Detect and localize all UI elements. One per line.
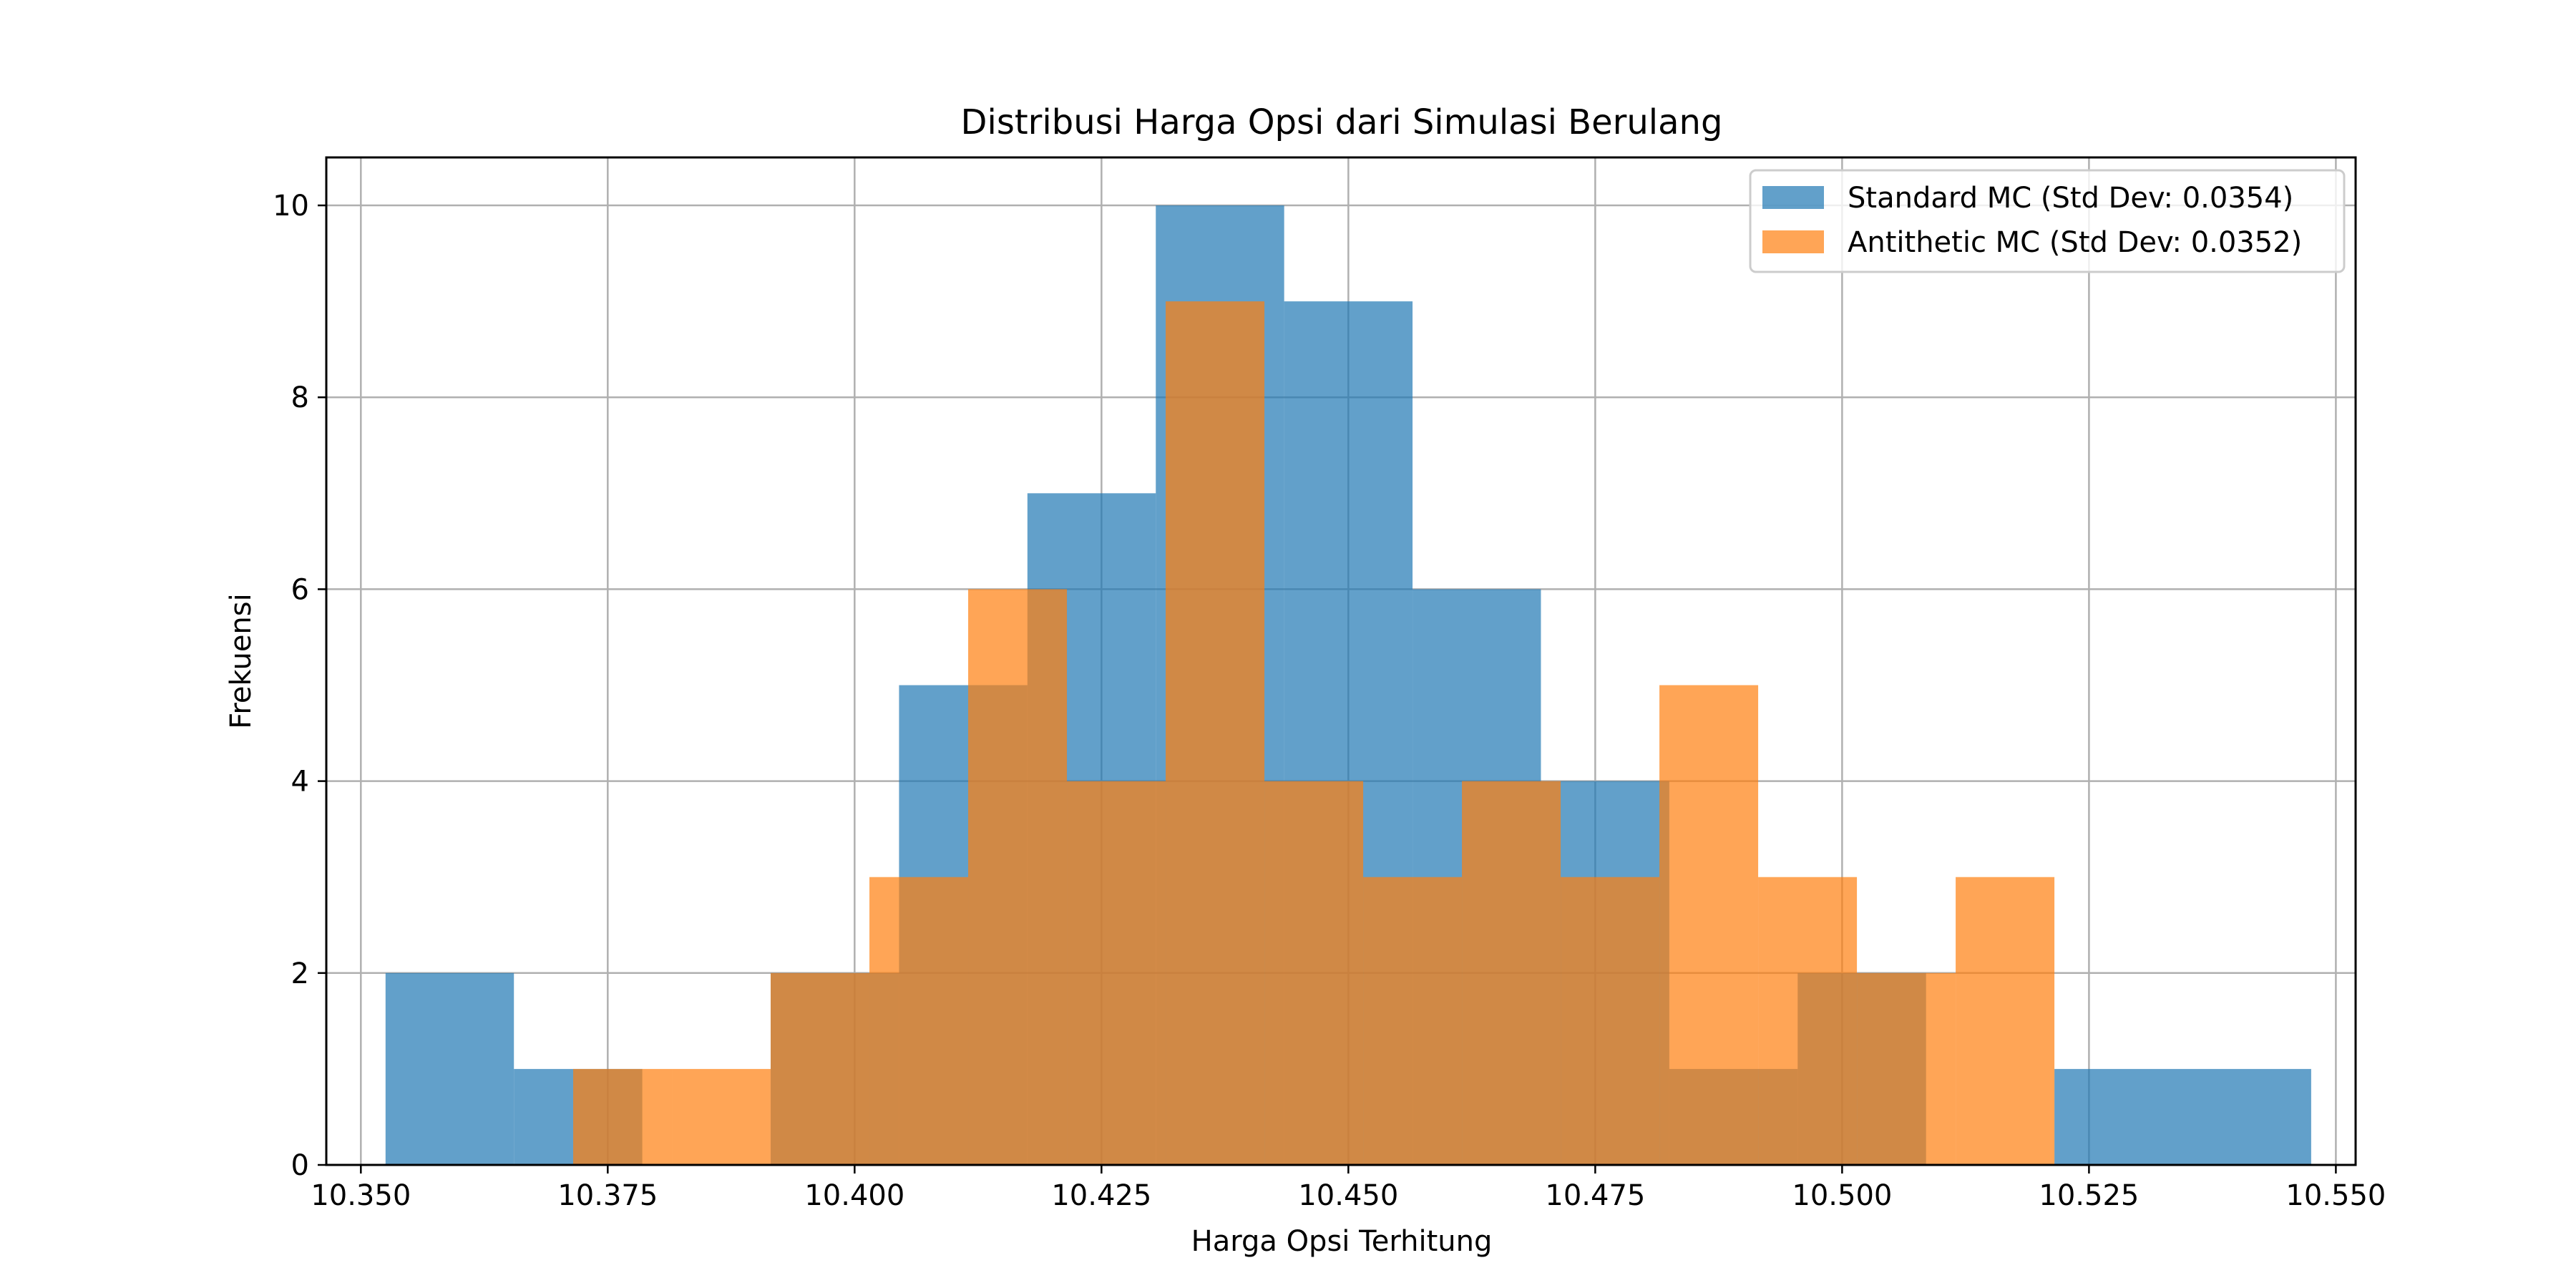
legend-swatch-antithetic xyxy=(1762,230,1824,253)
standard-mc-bar xyxy=(2054,1068,2183,1165)
plot-frame xyxy=(325,156,2357,1166)
antithetic-mc-bar xyxy=(672,1068,771,1165)
antithetic-mc-bar xyxy=(1956,877,2055,1165)
chart-title: Distribusi Harga Opsi dari Simulasi Beru… xyxy=(961,102,1723,142)
x-tick-label: 10.525 xyxy=(2039,1179,2139,1212)
y-tick-label: 10 xyxy=(273,190,309,223)
x-tick-label: 10.450 xyxy=(1298,1179,1398,1212)
x-tick-label: 10.375 xyxy=(557,1179,658,1212)
legend-label-standard: Standard MC (Std Dev: 0.0354) xyxy=(1848,182,2293,215)
antithetic-mc-bar xyxy=(573,1068,673,1165)
y-tick-label: 8 xyxy=(291,381,309,414)
y-tick-label: 4 xyxy=(291,766,309,799)
antithetic-mc-bar xyxy=(1462,781,1561,1165)
antithetic-mc-bar xyxy=(1067,781,1166,1165)
antithetic-mc-bar xyxy=(1857,972,1956,1165)
y-axis: 0 2 4 6 8 10 xyxy=(273,190,326,1182)
legend-label-antithetic: Antithetic MC (Std Dev: 0.0352) xyxy=(1848,226,2302,259)
antithetic-mc-bar xyxy=(1561,877,1660,1165)
antithetic-mc-bar xyxy=(968,589,1068,1165)
x-tick-label: 10.425 xyxy=(1051,1179,1151,1212)
standard-mc-bar xyxy=(385,972,514,1165)
antithetic-mc-bar xyxy=(869,877,969,1165)
standard-mc-bar xyxy=(2182,1068,2311,1165)
legend-swatch-standard xyxy=(1762,186,1824,209)
x-tick-label: 10.550 xyxy=(2285,1179,2386,1212)
antithetic-mc-bar xyxy=(1659,685,1759,1165)
histogram-bars xyxy=(385,205,2311,1166)
antithetic-mc-bar xyxy=(1758,877,1858,1165)
legend-box xyxy=(1749,169,2346,273)
legend: Standard MC (Std Dev: 0.0354) Antithetic… xyxy=(1749,169,2346,273)
x-tick-label: 10.350 xyxy=(311,1179,411,1212)
y-tick-label: 0 xyxy=(291,1149,309,1182)
x-tick-label: 10.400 xyxy=(804,1179,904,1212)
x-axis: 10.350 10.375 10.400 10.425 10.450 10.475 10.5… xyxy=(311,1165,2386,1212)
x-tick-label: 10.475 xyxy=(1545,1179,1645,1212)
y-tick-label: 6 xyxy=(291,573,309,606)
y-tick-label: 2 xyxy=(291,957,309,990)
x-tick-label: 10.500 xyxy=(1792,1179,1892,1212)
antithetic-mc-bar xyxy=(1166,301,1265,1166)
x-axis-label: Harga Opsi Terhitung xyxy=(1191,1225,1493,1258)
antithetic-mc-bar xyxy=(1363,877,1463,1165)
antithetic-mc-bar xyxy=(771,972,870,1165)
antithetic-mc-bar xyxy=(1264,781,1364,1165)
y-axis-label: Frekuensi xyxy=(225,593,258,728)
